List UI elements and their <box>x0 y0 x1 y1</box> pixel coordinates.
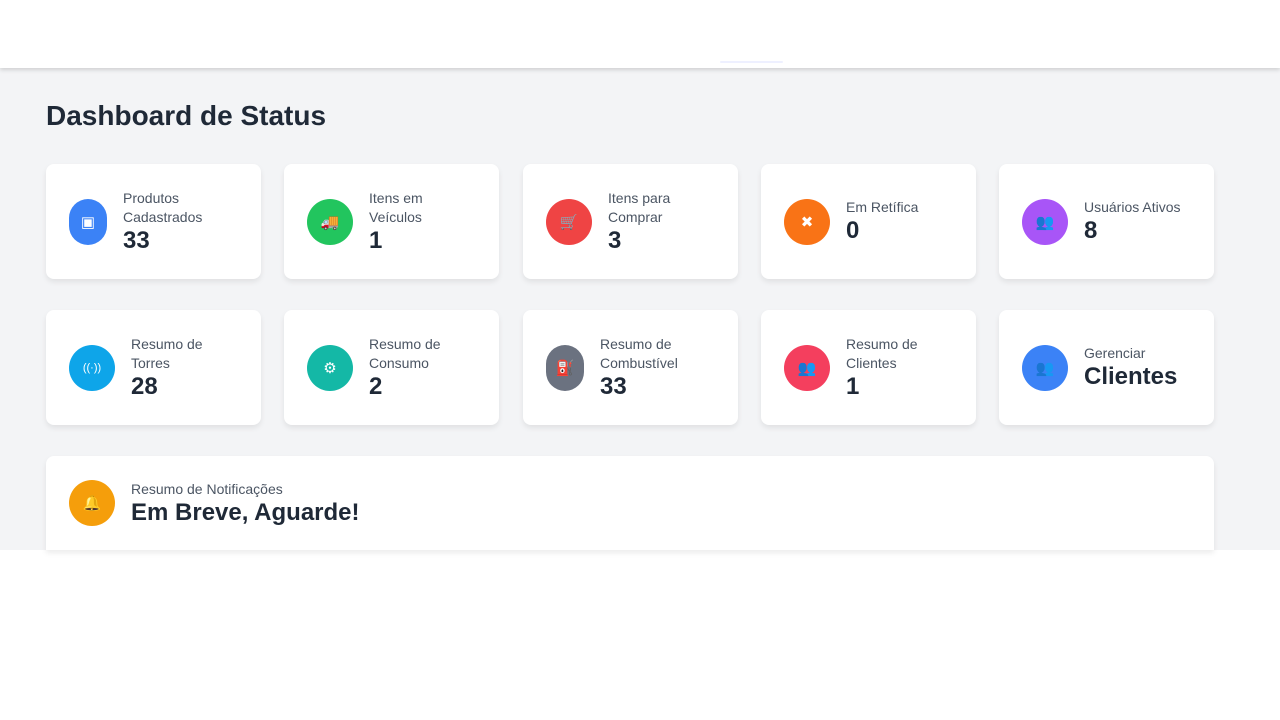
card-gerenciar[interactable]: 👥 Gerenciar Clientes <box>999 310 1214 425</box>
bell-icon: 🔔 <box>69 480 115 526</box>
card-label: Resumo de Clientes <box>846 335 918 371</box>
card-label: Em Retífica <box>846 199 919 215</box>
truck-icon: 🚚 <box>307 198 353 245</box>
card-value: 8 <box>1084 217 1098 244</box>
notifications-label: Resumo de Notificações <box>131 480 283 497</box>
card-label: Resumo de Consumo <box>369 335 441 371</box>
card-resumo-de-combustivel[interactable]: ⛽ Resumo de Combustível 33 <box>523 310 738 425</box>
dashboard-main: Dashboard de Status ▣ Produtos Cadastrad… <box>0 68 1280 550</box>
notifications-value: Em Breve, Aguarde! <box>131 498 360 526</box>
card-value: Clientes <box>1084 363 1178 390</box>
user-group-icon: 👥 <box>784 344 830 391</box>
card-value: 28 <box>131 372 158 400</box>
card-resumo-de-clientes[interactable]: 👥 Resumo de Clientes 1 <box>761 310 976 425</box>
tower-broadcast-icon: ((·)) <box>69 344 115 391</box>
card-itens-em-veiculos[interactable]: 🚚 Itens em Veículos 1 <box>284 164 499 279</box>
card-produtos-cadastrados[interactable]: ▣ Produtos Cadastrados 33 <box>46 164 261 279</box>
card-value: 1 <box>369 226 383 254</box>
card-resumo-de-consumo[interactable]: ⚙ Resumo de Consumo 2 <box>284 310 499 425</box>
card-value: 0 <box>846 217 860 244</box>
notifications-card[interactable]: 🔔 Resumo de Notificações Em Breve, Aguar… <box>46 456 1214 550</box>
users-gear-icon: 👥 <box>1022 344 1068 391</box>
card-label: Itens em Veículos <box>369 189 423 225</box>
card-label: Gerenciar <box>1084 345 1146 361</box>
card-label: Resumo de Combustível <box>600 335 678 371</box>
card-label: Resumo de Torres <box>131 335 203 371</box>
card-value: 33 <box>600 372 627 400</box>
page-title: Dashboard de Status <box>46 100 327 131</box>
card-value: 3 <box>608 226 622 254</box>
card-value: 33 <box>123 226 150 254</box>
card-em-retifica[interactable]: ✖ Em Retífica 0 <box>761 164 976 279</box>
card-usuarios-ativos[interactable]: 👥 Usuários Ativos 8 <box>999 164 1214 279</box>
tools-icon: ✖ <box>784 198 830 245</box>
card-label: Usuários Ativos <box>1084 199 1181 215</box>
card-resumo-de-torres[interactable]: ((·)) Resumo de Torres 28 <box>46 310 261 425</box>
header-indicator <box>720 61 783 63</box>
gas-pump-icon: ⛽ <box>546 344 584 391</box>
boxes-icon: ▣ <box>69 198 107 245</box>
card-label: Produtos Cadastrados <box>123 189 203 225</box>
card-itens-para-comprar[interactable]: 🛒 Itens para Comprar 3 <box>523 164 738 279</box>
card-value: 2 <box>369 372 383 400</box>
gears-icon: ⚙ <box>307 344 353 391</box>
card-label: Itens para Comprar <box>608 189 671 225</box>
card-value: 1 <box>846 372 860 400</box>
users-icon: 👥 <box>1022 198 1068 245</box>
cart-icon: 🛒 <box>546 198 592 245</box>
top-header <box>0 0 1280 68</box>
